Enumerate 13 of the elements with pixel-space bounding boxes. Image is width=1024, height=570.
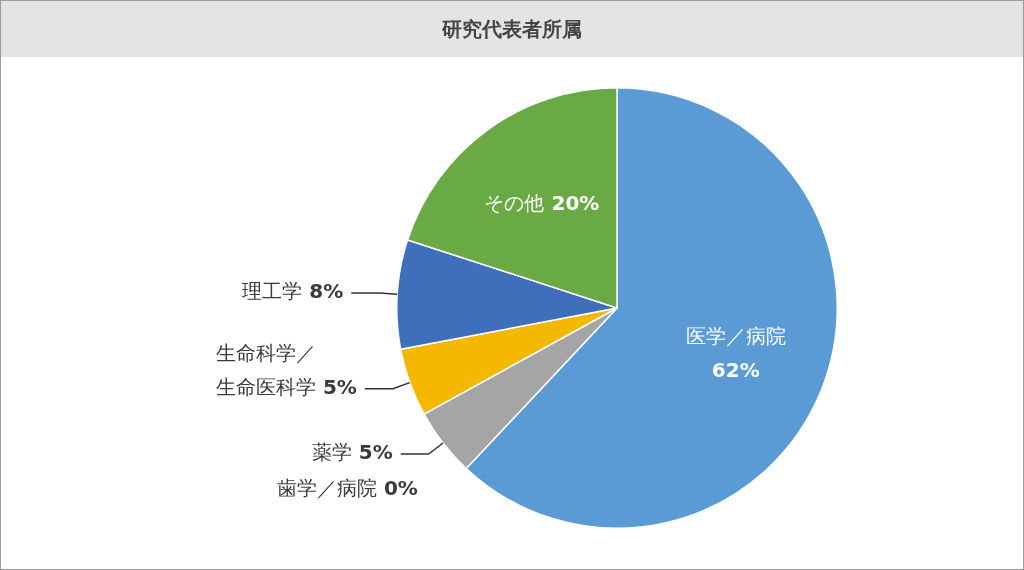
chart-title: 研究代表者所属: [442, 15, 582, 43]
slice-label: 医学／病院: [685, 324, 786, 349]
slice-label: 薬学: [311, 440, 352, 465]
data-label: 20%: [544, 190, 600, 215]
data-label: 8%: [302, 279, 344, 304]
category-label: 歯学／病院: [276, 476, 377, 501]
data-label: 5%: [351, 440, 393, 465]
data-label: 5%: [315, 374, 357, 399]
slice-label: その他: [484, 190, 545, 215]
text: 0%: [383, 476, 418, 501]
slice-label: 理工学: [242, 279, 303, 304]
slice-label: 生命科学／生命医科学: [215, 340, 316, 399]
data-label: 62%: [711, 358, 760, 383]
